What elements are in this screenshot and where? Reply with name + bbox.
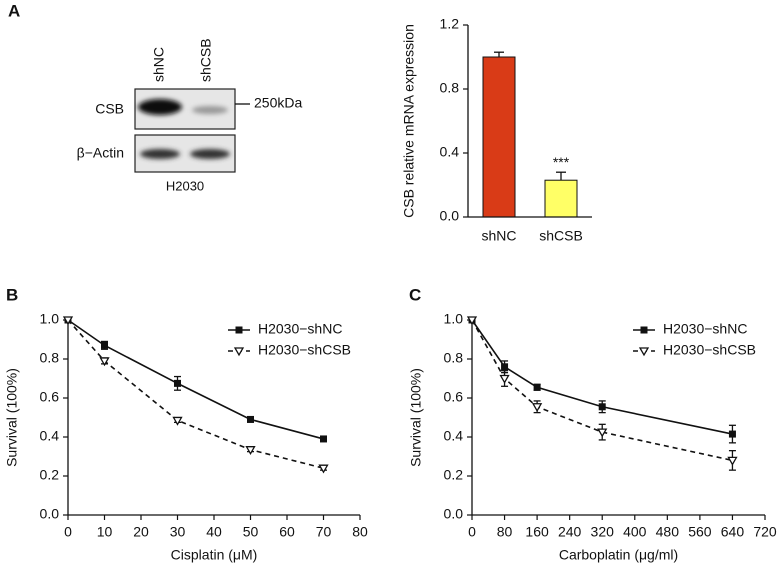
x-tick-label: shCSB bbox=[539, 228, 583, 244]
legend-label: H2030−shCSB bbox=[663, 342, 756, 358]
y-tick-label: 0.4 bbox=[440, 144, 460, 160]
lane-label: shCSB bbox=[198, 38, 214, 82]
bar bbox=[482, 56, 516, 218]
blot-band bbox=[138, 99, 182, 115]
cell-line-label: H2030 bbox=[166, 178, 204, 193]
y-tick-label: 0.8 bbox=[444, 350, 464, 366]
legend-marker bbox=[640, 326, 648, 334]
x-tick-label: 80 bbox=[497, 524, 513, 540]
data-point bbox=[172, 416, 183, 426]
legend-label: H2030−shNC bbox=[258, 321, 342, 337]
legend-label: H2030−shCSB bbox=[258, 342, 351, 358]
x-axis-label: Carboplatin (μg/ml) bbox=[559, 547, 678, 563]
data-point bbox=[728, 430, 736, 438]
data-point bbox=[245, 446, 256, 455]
significance-label: *** bbox=[553, 154, 570, 170]
blot-band bbox=[140, 149, 180, 159]
y-tick-label: 0.8 bbox=[440, 80, 460, 96]
data-point bbox=[247, 415, 254, 423]
data-point bbox=[533, 383, 541, 391]
x-tick-label: 480 bbox=[656, 524, 680, 540]
legend-marker bbox=[638, 347, 650, 357]
y-axis-label: CSB relative mRNA expression bbox=[401, 24, 417, 218]
data-point bbox=[318, 464, 329, 474]
x-tick-label: 80 bbox=[352, 524, 368, 540]
panel-label: A bbox=[8, 1, 20, 20]
series-line bbox=[471, 319, 733, 435]
x-tick-label: 20 bbox=[133, 524, 149, 540]
x-tick-label: 160 bbox=[525, 524, 549, 540]
legend-marker bbox=[233, 347, 245, 357]
x-tick-label: 70 bbox=[316, 524, 332, 540]
data-point bbox=[99, 357, 110, 367]
y-tick-label: 0.0 bbox=[40, 506, 60, 522]
data-point bbox=[62, 316, 74, 326]
data-point bbox=[174, 379, 181, 387]
y-tick-label: 0.6 bbox=[40, 389, 60, 405]
y-tick-label: 0.0 bbox=[440, 208, 460, 224]
data-point bbox=[531, 403, 543, 413]
lane-label: shNC bbox=[151, 47, 167, 82]
x-axis-label: Cisplatin (μM) bbox=[171, 547, 258, 563]
x-tick-label: shNC bbox=[481, 228, 516, 244]
data-point bbox=[466, 316, 478, 326]
x-tick-label: 640 bbox=[721, 524, 745, 540]
y-tick-label: 0.8 bbox=[40, 350, 60, 366]
data-point bbox=[320, 435, 327, 443]
y-tick-label: 0.2 bbox=[444, 467, 464, 483]
series-line bbox=[67, 319, 324, 440]
blot-band bbox=[192, 106, 228, 114]
y-tick-label: 0.2 bbox=[40, 467, 60, 483]
legend-marker bbox=[235, 326, 243, 334]
panel-label: B bbox=[6, 285, 18, 304]
data-point bbox=[597, 428, 608, 438]
y-tick-label: 0.6 bbox=[444, 389, 464, 405]
series-line bbox=[67, 319, 324, 469]
y-tick-label: 0.4 bbox=[444, 428, 464, 444]
x-tick-label: 40 bbox=[206, 524, 222, 540]
x-tick-label: 60 bbox=[279, 524, 295, 540]
x-tick-label: 50 bbox=[243, 524, 259, 540]
y-tick-label: 1.0 bbox=[40, 311, 60, 327]
data-point bbox=[499, 374, 510, 384]
x-tick-label: 0 bbox=[64, 524, 72, 540]
marker-label: 250kDa bbox=[254, 95, 302, 111]
x-tick-label: 320 bbox=[591, 524, 615, 540]
y-tick-label: 1.2 bbox=[440, 16, 460, 32]
blot-row-label: CSB bbox=[95, 101, 124, 117]
data-point bbox=[727, 456, 738, 466]
data-point bbox=[501, 363, 509, 371]
y-axis-label: Survival (100%) bbox=[4, 368, 20, 467]
bar bbox=[544, 179, 578, 218]
x-tick-label: 400 bbox=[623, 524, 647, 540]
x-tick-label: 0 bbox=[468, 524, 476, 540]
legend-label: H2030−shNC bbox=[663, 321, 747, 337]
y-tick-label: 0.0 bbox=[444, 506, 464, 522]
blot-row-label: β−Actin bbox=[77, 145, 124, 161]
data-point bbox=[101, 341, 108, 349]
panel-label: C bbox=[409, 285, 421, 304]
data-point bbox=[598, 403, 606, 411]
y-axis-label: Survival (100%) bbox=[408, 368, 424, 467]
x-tick-label: 10 bbox=[97, 524, 113, 540]
y-tick-label: 1.0 bbox=[444, 311, 464, 327]
blot-band bbox=[190, 149, 230, 159]
x-tick-label: 240 bbox=[558, 524, 582, 540]
x-tick-label: 560 bbox=[688, 524, 712, 540]
y-tick-label: 0.4 bbox=[40, 428, 60, 444]
x-tick-label: 30 bbox=[170, 524, 186, 540]
x-tick-label: 720 bbox=[753, 524, 777, 540]
